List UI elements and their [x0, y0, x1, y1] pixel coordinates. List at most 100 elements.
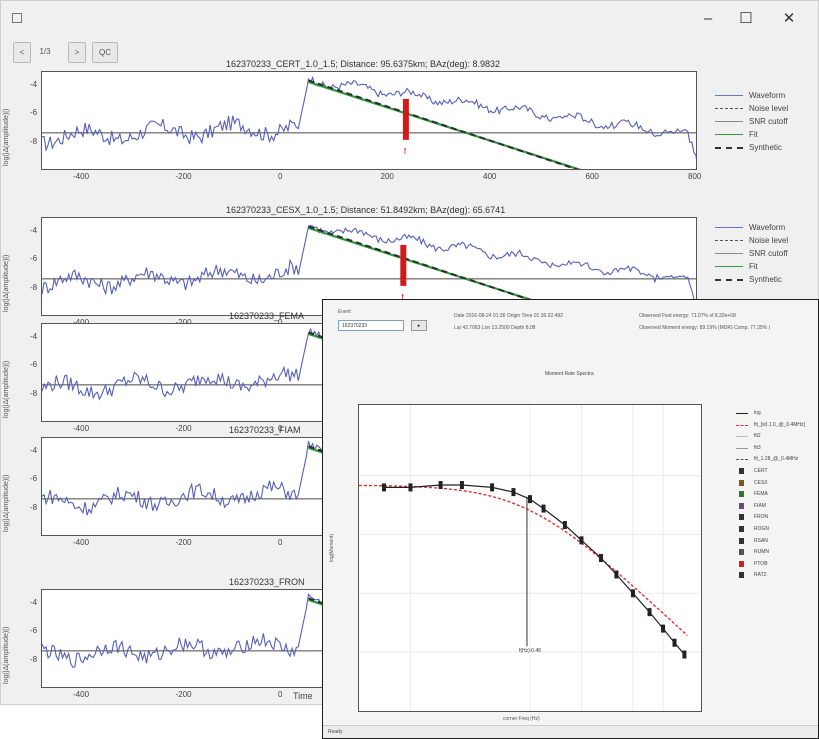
spectra-legend-label: FIAM: [754, 502, 766, 509]
spectra-legend-item: RUMN: [736, 547, 805, 559]
spectrum-point: [630, 589, 635, 598]
x-tick-label: -400: [73, 690, 90, 699]
spectra-legend-item: RSAN: [736, 536, 805, 548]
legend-label: SNR cutoff: [749, 117, 788, 126]
spectrum-point: [598, 554, 603, 562]
spectra-legend-item: fit3: [736, 443, 805, 455]
spectra-legend-label: PTOB: [754, 560, 768, 567]
spectra-legend-swatch: [736, 459, 748, 461]
energy-info-line2: Observed Moment energy: 89.19% (MDR) Com…: [639, 325, 771, 331]
spectra-legend-item: log: [736, 408, 805, 420]
spectra-legend-item: fit_1.28_@_0.4MHz: [736, 454, 805, 466]
spectra-legend-label: RUMN: [754, 549, 769, 556]
legend-item: SNR cutoff: [713, 115, 788, 128]
pick-marker[interactable]: [402, 98, 409, 140]
spectra-legend-label: fit3: [754, 444, 761, 451]
qc-button[interactable]: QC: [92, 42, 118, 63]
spectra-legend-item: ROGN: [736, 524, 805, 536]
popup-header: Event 162370233 ▸ Date 2016-08-24 01:36 …: [323, 300, 818, 346]
event-dropdown[interactable]: 162370233: [338, 320, 404, 331]
legend-label: Synthetic: [749, 275, 782, 284]
spectra-legend-label: fit2: [754, 433, 761, 440]
x-tick-label: 0: [278, 424, 283, 433]
spectra-legend-swatch: [739, 537, 744, 544]
spectra-legend-label: fit_[x0.1.0_@_0.4MHz]: [754, 421, 805, 428]
spectra-legend-swatch: [739, 514, 744, 521]
minimize-button[interactable]: –: [703, 10, 713, 27]
x-axis-label: Time: [293, 691, 313, 701]
x-tick-label: 600: [585, 172, 599, 181]
y-tick-label: -4: [30, 446, 38, 456]
energy-info-line1: Observed Fwd energy: 71.07% of 8.32e+08: [639, 313, 736, 319]
spectra-legend-swatch: [736, 424, 748, 426]
y-tick-label: -6: [30, 626, 38, 636]
spectra-legend-label: log: [754, 410, 761, 416]
panel-title: 162370233_FRON: [229, 577, 305, 587]
event-go-button[interactable]: ▸: [411, 320, 427, 331]
spectrum-point: [528, 495, 532, 504]
legend-swatch: [715, 134, 743, 135]
spectra-legend-swatch: [739, 549, 744, 556]
x-tick-label: -400: [73, 424, 90, 433]
y-tick-label: -8: [30, 282, 38, 292]
maximize-button[interactable]: ☐: [739, 10, 753, 27]
pick-marker[interactable]: [400, 244, 407, 286]
x-tick-label: 800: [688, 172, 702, 181]
legend-item: Noise level: [713, 234, 788, 247]
x-tick-label: 0: [278, 172, 283, 181]
synthetic-line: [308, 79, 579, 169]
y-tick-label: -4: [30, 332, 38, 342]
y-tick-label: -8: [30, 654, 38, 664]
y-axis-label: log(|Δ(amplitude)|): [3, 626, 10, 684]
next-page-button[interactable]: >: [68, 42, 86, 63]
spectra-legend-label: RSAN: [754, 537, 768, 544]
x-tick-label: -400: [73, 318, 89, 327]
legend-label: Fit: [749, 262, 758, 271]
spectra-legend-item: CERT: [736, 466, 805, 478]
spectra-legend-swatch: [736, 447, 748, 449]
pick-marker-label: f: [401, 293, 404, 302]
page-indicator: 1/3: [39, 47, 51, 56]
y-tick-label: -4: [30, 226, 38, 236]
waveform-line: [42, 76, 696, 160]
y-tick-label: -6: [30, 108, 38, 118]
spectra-legend-swatch: [739, 502, 744, 509]
panel-title: 162370233_CERT_1.0_1.5; Distance: 95.637…: [226, 59, 501, 69]
legend-label: Waveform: [749, 223, 786, 232]
spectra-legend-swatch: [739, 560, 744, 567]
event-info-line2: Lat 42.7063 Lon 13.2500 Depth 8.08: [454, 325, 536, 331]
chart-title: Moment Rate Spectra: [545, 371, 594, 377]
status-text: Ready: [328, 729, 343, 735]
synthetic-line: [308, 225, 579, 315]
x-tick-label: -200: [175, 538, 192, 547]
legend-label: Synthetic: [749, 143, 782, 152]
legend-swatch: [715, 240, 743, 241]
legend-item: Fit: [713, 128, 788, 141]
spectra-legend-item: FEMA: [736, 489, 805, 501]
fit-curve: [359, 484, 688, 637]
x-tick-label: -400: [73, 538, 90, 547]
spectrum-point: [562, 521, 567, 530]
spectrum-point: [511, 488, 516, 497]
y-axis-label: log(|Δ(amplitude)|): [3, 108, 10, 166]
spectra-svg: f(Hz):0.48: [359, 405, 701, 711]
legend-swatch: [715, 266, 743, 267]
legend-item: Waveform: [713, 221, 788, 234]
fit-line: [308, 80, 582, 169]
status-bar: Ready: [323, 725, 818, 738]
waveform-line: [42, 225, 696, 307]
y-tick-label: -4: [30, 80, 38, 90]
spectra-legend-item: CESX: [736, 478, 805, 490]
spectrum-point: [490, 483, 495, 492]
legend-item: Synthetic: [713, 141, 788, 154]
event-info-line1: Date 2016-08-24 01:36 Origin Time 01:36:…: [454, 313, 563, 319]
prev-page-button[interactable]: <: [13, 42, 31, 63]
legend-swatch: [715, 147, 743, 149]
spectra-legend-label: CERT: [754, 467, 768, 474]
x-tick-label: 0: [278, 538, 283, 547]
spectra-legend-swatch: [739, 572, 744, 579]
moment-rate-spectra-window: Event 162370233 ▸ Date 2016-08-24 01:36 …: [322, 299, 819, 739]
close-button[interactable]: ✕: [782, 10, 796, 27]
x-tick-label: -400: [73, 172, 90, 181]
waveform-svg: f: [42, 76, 696, 169]
